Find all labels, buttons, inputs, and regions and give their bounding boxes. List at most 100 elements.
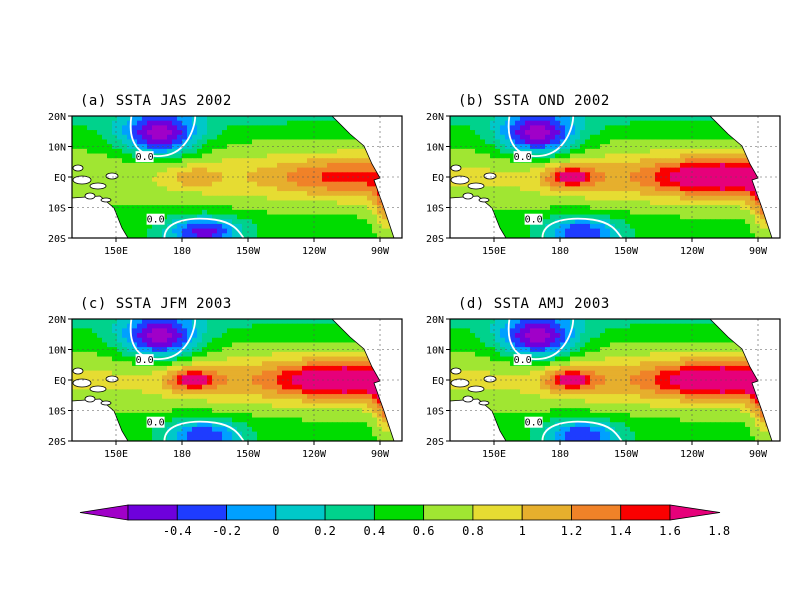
field-cell <box>207 148 213 155</box>
field-cell <box>97 380 103 386</box>
field-cell <box>680 186 686 192</box>
field-cell <box>327 389 333 395</box>
field-cell <box>112 319 118 325</box>
field-cell <box>470 120 476 126</box>
field-cell <box>87 134 93 141</box>
field-cell <box>650 130 656 136</box>
field-cell <box>72 375 78 381</box>
field-cell <box>257 177 263 183</box>
field-cell <box>212 347 218 353</box>
field-cell <box>575 144 581 150</box>
field-cell <box>735 223 741 230</box>
field-cell <box>710 214 716 220</box>
field-cell <box>277 342 283 348</box>
field-cell <box>112 153 118 159</box>
field-cell <box>252 398 258 405</box>
field-cell <box>332 323 338 329</box>
field-cell <box>545 233 551 238</box>
field-cell <box>635 219 641 225</box>
field-cell <box>715 139 721 145</box>
x-tick-label: 120W <box>680 246 705 257</box>
field-cell <box>167 134 173 141</box>
field-cell <box>535 223 541 230</box>
field-cell <box>222 139 228 145</box>
field-cell <box>470 116 476 122</box>
field-cell <box>192 162 198 169</box>
field-cell <box>207 361 213 367</box>
island-landmass <box>467 182 485 190</box>
field-cell <box>142 144 148 150</box>
field-cell <box>610 233 616 238</box>
field-cell <box>317 167 323 173</box>
field-cell <box>232 134 238 141</box>
field-cell <box>272 209 278 216</box>
field-cell <box>500 158 506 164</box>
field-cell <box>252 153 258 159</box>
field-cell <box>172 186 178 192</box>
field-cell <box>337 125 343 131</box>
field-cell <box>117 153 123 159</box>
field-cell <box>585 144 591 150</box>
field-cell <box>352 228 358 234</box>
field-cell <box>297 337 303 344</box>
field-cell <box>192 370 198 376</box>
field-cell <box>217 342 223 348</box>
field-cell <box>675 144 681 150</box>
field-cell <box>162 148 168 155</box>
field-cell <box>575 223 581 230</box>
field-cell <box>192 328 198 334</box>
field-cell <box>157 195 163 202</box>
field-cell <box>715 233 721 238</box>
field-cell <box>232 219 238 225</box>
field-cell <box>72 158 78 164</box>
field-cell <box>555 223 561 230</box>
field-cell <box>327 200 333 206</box>
field-cell <box>550 172 556 178</box>
field-cell <box>287 162 293 169</box>
field-cell <box>640 134 646 141</box>
field-cell <box>630 153 636 159</box>
field-cell <box>550 214 556 220</box>
field-cell <box>222 319 228 325</box>
field-cell <box>117 389 123 395</box>
field-cell <box>640 153 646 159</box>
field-cell <box>535 186 541 192</box>
field-cell <box>307 370 313 376</box>
field-cell <box>620 209 626 216</box>
field-cell <box>247 233 253 238</box>
field-cell <box>262 389 268 395</box>
field-cell <box>595 233 601 238</box>
field-cell <box>725 228 731 234</box>
field-cell <box>317 384 323 390</box>
field-cell <box>372 370 378 376</box>
field-cell <box>367 191 373 197</box>
field-cell <box>700 214 706 220</box>
field-cell <box>307 153 313 159</box>
field-cell <box>287 319 293 325</box>
field-cell <box>137 120 143 126</box>
field-cell <box>207 209 213 216</box>
field-cell <box>72 319 78 325</box>
field-cell <box>292 144 298 150</box>
field-cell <box>207 177 213 183</box>
field-cell <box>585 125 591 131</box>
field-cell <box>372 233 378 238</box>
field-cell <box>735 233 741 238</box>
field-cell <box>625 167 631 173</box>
field-cell <box>242 365 248 372</box>
field-cell <box>695 219 701 225</box>
field-cell <box>297 384 303 390</box>
field-cell <box>117 200 123 206</box>
field-cell <box>232 408 238 414</box>
field-cell <box>465 120 471 126</box>
field-cell <box>217 398 223 405</box>
field-cell <box>640 191 646 197</box>
field-cell <box>530 200 536 206</box>
field-cell <box>292 233 298 238</box>
field-cell <box>710 158 716 164</box>
field-cell <box>137 370 143 376</box>
field-cell <box>112 337 118 344</box>
field-cell <box>560 162 566 169</box>
field-cell <box>307 228 313 234</box>
field-cell <box>282 153 288 159</box>
